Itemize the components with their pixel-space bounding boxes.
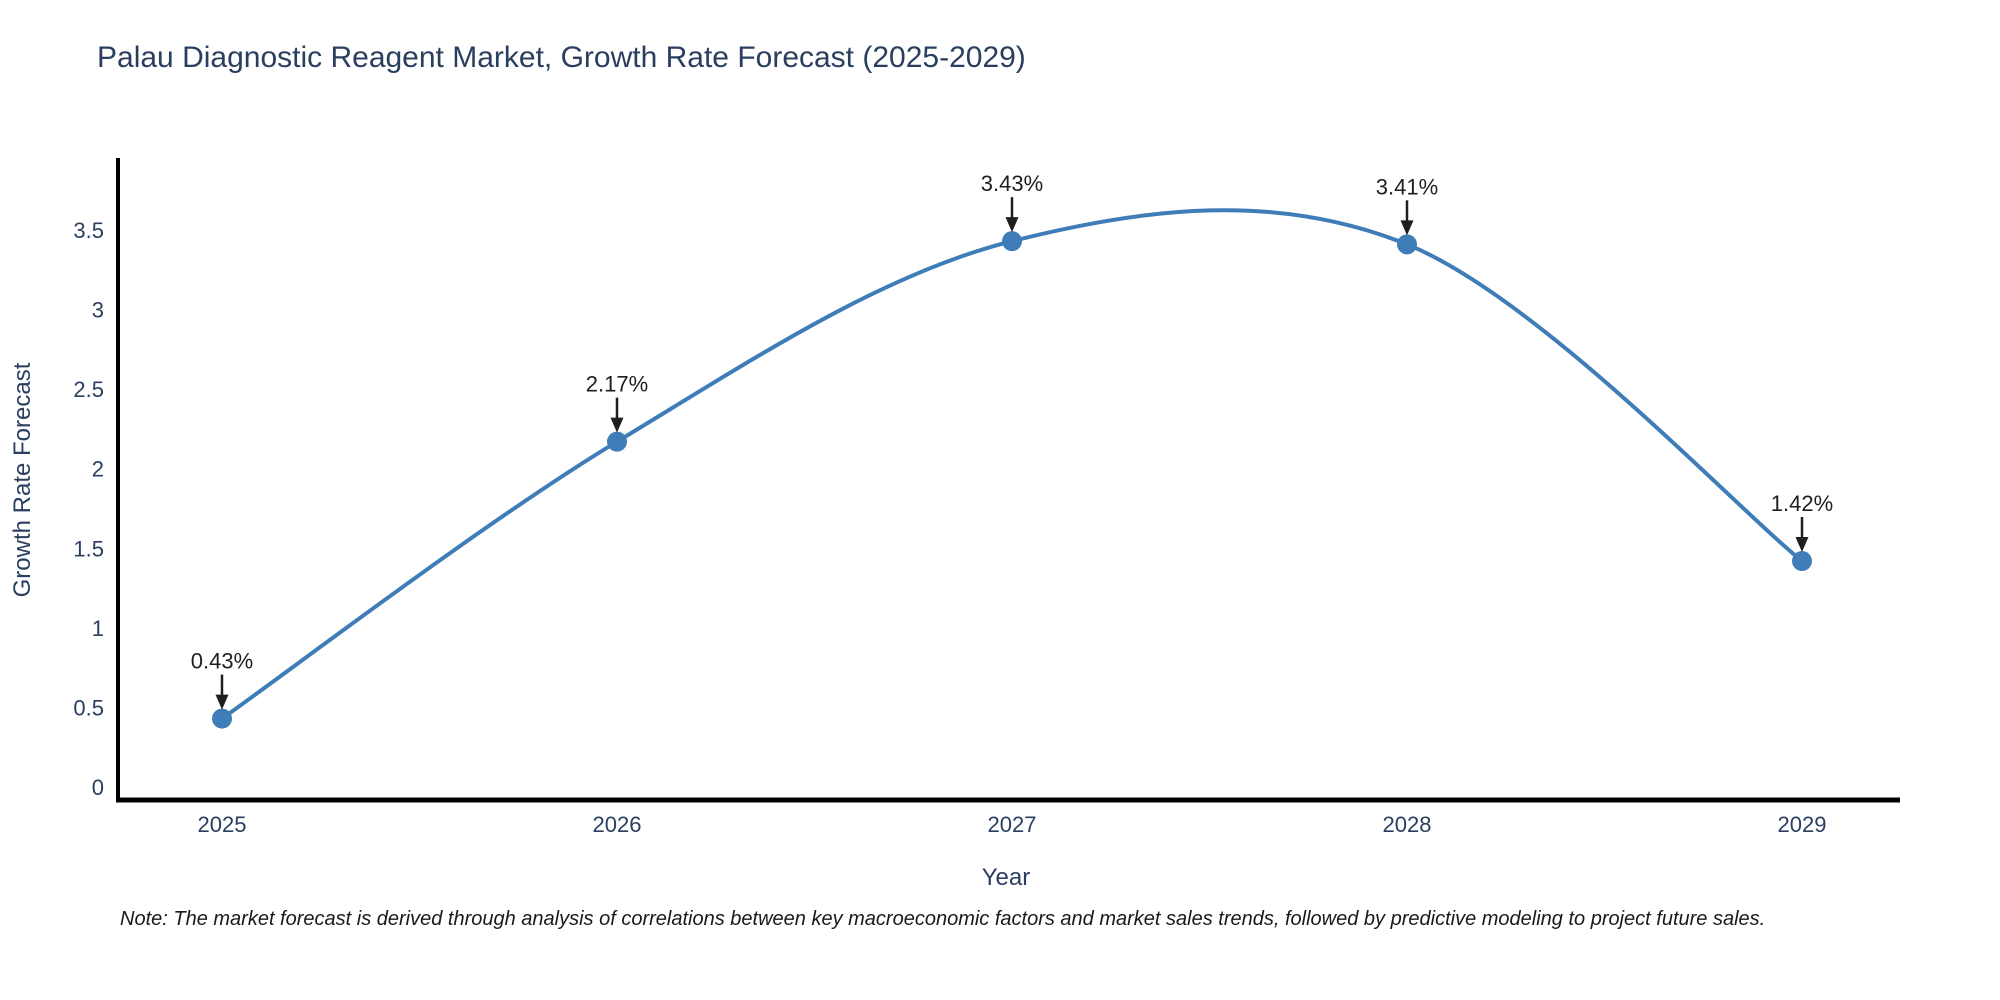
x-tick-label: 2026 <box>593 812 642 837</box>
data-point-marker <box>1792 551 1812 572</box>
data-point-marker <box>212 708 232 729</box>
annotation-arrowhead <box>1400 220 1414 236</box>
y-tick-label: 2 <box>92 457 104 482</box>
point-annotation-label: 0.43% <box>191 649 253 674</box>
annotation-arrowhead <box>215 694 229 710</box>
data-point-marker <box>607 431 627 452</box>
x-tick-label: 2027 <box>988 812 1037 837</box>
x-tick-label: 2028 <box>1383 812 1432 837</box>
x-axis-title: Year <box>982 864 1031 891</box>
x-tick-label: 2025 <box>198 812 247 837</box>
data-point-marker <box>1397 234 1417 255</box>
y-tick-label: 3 <box>92 298 104 323</box>
y-axis-title: Growth Rate Forecast <box>9 362 36 597</box>
point-annotation-label: 3.43% <box>981 171 1043 196</box>
annotation-arrowhead <box>1795 537 1809 553</box>
footnote: Note: The market forecast is derived thr… <box>120 908 1766 930</box>
y-tick-label: 2.5 <box>73 377 104 402</box>
y-tick-label: 1 <box>92 616 104 641</box>
y-tick-label: 0 <box>92 775 104 800</box>
point-annotation-label: 2.17% <box>586 372 648 397</box>
x-tick-label: 2029 <box>1778 812 1827 837</box>
chart-title: Palau Diagnostic Reagent Market, Growth … <box>97 41 1026 74</box>
data-point-marker <box>1002 231 1022 252</box>
y-tick-label: 3.5 <box>73 218 104 243</box>
y-tick-label: 0.5 <box>73 695 104 720</box>
point-annotation-label: 3.41% <box>1376 174 1438 199</box>
annotation-arrowhead <box>610 417 624 433</box>
annotation-arrowhead <box>1005 217 1019 233</box>
y-tick-label: 1.5 <box>73 536 104 561</box>
point-annotation-label: 1.42% <box>1771 491 1833 516</box>
series-line <box>220 208 1804 721</box>
